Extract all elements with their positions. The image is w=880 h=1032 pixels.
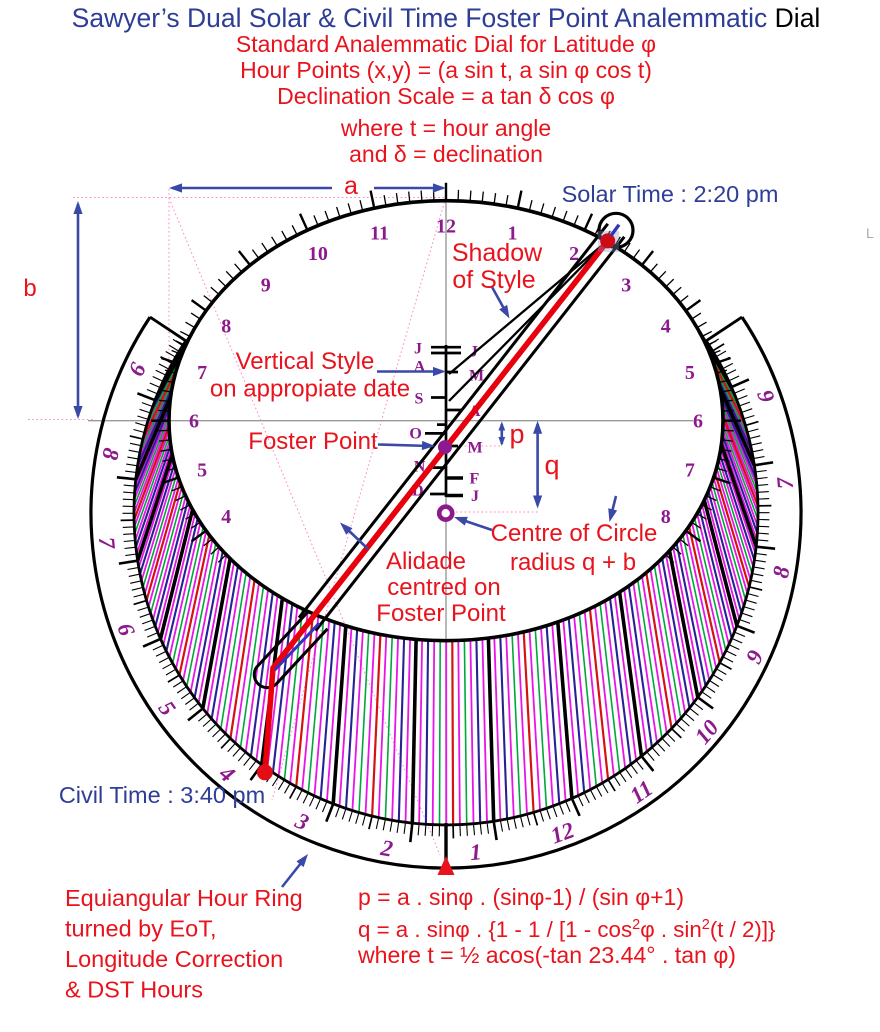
svg-text:7: 7 (685, 460, 695, 482)
svg-text:M: M (467, 440, 482, 457)
svg-text:Standard Analemmatic Dial for: Standard Analemmatic Dial for Latitude φ (236, 31, 656, 57)
svg-text:Alidade: Alidade (386, 548, 466, 575)
svg-text:A: A (414, 359, 426, 376)
svg-text:radius q + b: radius q + b (510, 549, 636, 576)
svg-text:11: 11 (370, 223, 389, 245)
svg-text:7: 7 (94, 536, 120, 551)
svg-text:turned by EoT,: turned by EoT, (65, 916, 217, 942)
svg-text:Centre of Circle: Centre of Circle (491, 520, 658, 547)
svg-text:Vertical Style: Vertical Style (236, 348, 375, 375)
svg-text:Longitude Correction: Longitude Correction (65, 946, 283, 972)
svg-text:and δ = declination: and δ = declination (349, 141, 543, 167)
svg-text:of Style: of Style (452, 266, 535, 294)
svg-text:Shadow: Shadow (452, 239, 543, 267)
svg-text:5: 5 (685, 362, 695, 384)
svg-text:q: q (544, 450, 559, 480)
svg-text:M: M (469, 368, 484, 385)
svg-text:2: 2 (378, 835, 395, 862)
svg-text:8: 8 (768, 564, 795, 580)
svg-text:S: S (415, 391, 424, 408)
svg-text:D: D (412, 483, 424, 500)
svg-text:L: L (866, 225, 874, 241)
svg-text:5: 5 (197, 460, 207, 482)
svg-text:6: 6 (189, 411, 199, 433)
svg-text:4: 4 (221, 506, 231, 528)
svg-text:where t = ½ acos(-tan 23.44° .: where t = ½ acos(-tan 23.44° . tan φ) (357, 942, 736, 968)
svg-text:12: 12 (436, 216, 456, 238)
svg-text:1: 1 (469, 839, 483, 865)
svg-text:8: 8 (661, 506, 671, 528)
svg-text:J: J (414, 341, 422, 358)
svg-text:O: O (409, 426, 421, 443)
svg-text:Foster Point: Foster Point (376, 600, 506, 627)
svg-text:b: b (23, 275, 36, 302)
svg-text:& DST Hours: & DST Hours (65, 977, 203, 1003)
svg-text:N: N (414, 459, 426, 476)
svg-text:8: 8 (97, 446, 124, 462)
svg-text:3: 3 (621, 275, 631, 297)
svg-text:Hour Points (x,y) = (a sin t,: Hour Points (x,y) = (a sin t, a sin φ co… (240, 57, 652, 83)
svg-text:J: J (471, 488, 479, 505)
svg-text:2: 2 (569, 243, 579, 265)
svg-text:p = a . sinφ . (sinφ-1) / (sin: p = a . sinφ . (sinφ-1) / (sin φ+1) (358, 884, 684, 910)
svg-text:4: 4 (661, 315, 671, 337)
svg-text:F: F (470, 471, 480, 488)
svg-text:6: 6 (693, 411, 703, 433)
svg-text:Foster Point: Foster Point (248, 428, 378, 455)
svg-text:where t = hour angle: where t = hour angle (340, 115, 551, 141)
svg-text:7: 7 (772, 475, 798, 490)
svg-text:Solar Time : 2:20 pm: Solar Time : 2:20 pm (562, 181, 779, 207)
svg-text:8: 8 (221, 315, 231, 337)
svg-text:on appropiate date: on appropiate date (210, 376, 410, 403)
svg-text:p: p (509, 419, 524, 449)
svg-text:7: 7 (197, 362, 207, 384)
svg-text:a: a (344, 172, 358, 200)
svg-text:centred on: centred on (387, 574, 500, 601)
svg-text:q = a . sinφ . {1 - 1 / [1 - c: q = a . sinφ . {1 - 1 / [1 - cos2φ . sin… (358, 917, 776, 942)
svg-text:Civil Time : 3:40 pm: Civil Time : 3:40 pm (59, 782, 265, 808)
svg-text:Sawyer’s Dual Solar & Civil Ti: Sawyer’s Dual Solar & Civil Time Foster … (72, 3, 821, 33)
svg-text:1: 1 (508, 223, 518, 245)
svg-text:9: 9 (261, 275, 271, 297)
svg-text:Declination Scale = a tan δ co: Declination Scale = a tan δ cos φ (277, 83, 615, 109)
svg-text:Equiangular Hour Ring: Equiangular Hour Ring (65, 885, 303, 911)
svg-text:10: 10 (308, 243, 328, 265)
